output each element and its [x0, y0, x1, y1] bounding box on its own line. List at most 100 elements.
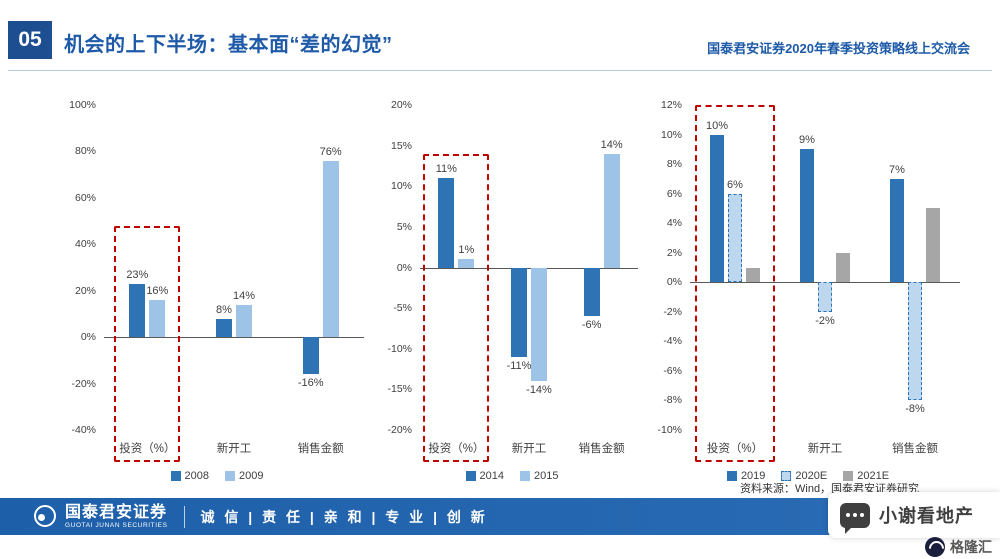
legend-item-2020E: 2020E	[781, 470, 827, 482]
legend-label: 2009	[239, 470, 264, 482]
legend-item-2008: 2008	[170, 470, 209, 482]
highlight-rect	[114, 225, 181, 462]
y-axis-tick-label: 10%	[660, 128, 682, 141]
bar-2019-销售金额	[890, 178, 904, 283]
category-label: 销售金额	[892, 443, 938, 455]
category-label: 新开工	[511, 443, 547, 455]
y-axis-tick-label: -10%	[387, 342, 412, 355]
y-axis-tick-label: 0%	[80, 331, 96, 344]
legend-swatch	[726, 471, 737, 481]
chart-2019-2020e-2021e: 12% 10% 8% 6% 4% 2% 0% -2% -4% -6% -8% -10% 10% 6% 投资（…	[648, 95, 968, 495]
bar-2015-新开工	[531, 267, 547, 382]
category-label: 销售金额	[297, 443, 344, 455]
y-axis-tick-label: 0%	[666, 276, 682, 289]
data-label: -14%	[526, 384, 552, 397]
y-axis-tick-label: 60%	[74, 191, 96, 204]
bar-2014-销售金额	[583, 267, 600, 317]
wechat-watermark: 小谢看地产	[828, 492, 1000, 538]
category-label: 销售金额	[578, 443, 625, 455]
bar-2008-新开工	[216, 318, 232, 338]
footer-slogan: 诚 信 | 责 任 | 亲 和 | 专 业 | 创 新	[200, 508, 488, 525]
y-axis-tick-label: 12%	[660, 99, 682, 111]
gelonghui-logo-icon	[925, 537, 945, 557]
x-axis-line	[104, 337, 364, 339]
y-axis-tick-label: 20%	[390, 99, 412, 111]
data-label: 23%	[126, 268, 149, 281]
bar-2021E-投资（%）	[746, 267, 760, 283]
bar-2014-新开工	[511, 267, 527, 357]
y-axis-tick-label: -5%	[393, 302, 412, 315]
legend-item-2015: 2015	[520, 470, 558, 482]
data-label: 9%	[799, 134, 815, 147]
data-label: 1%	[458, 244, 475, 257]
company-logo-icon	[34, 505, 56, 528]
y-axis-tick-label: -4%	[663, 335, 682, 348]
footer-logo-text: 国泰君安证券 GUOTAI JUNAN SECURITIES	[65, 504, 168, 529]
legend-swatch	[781, 471, 792, 481]
data-label: -6%	[581, 319, 602, 332]
data-label: 76%	[319, 145, 342, 158]
chart-2014-2015: 20% 15% 10% 5% 0% -5% -10% -15% -20% 11% 1% 投资（%） -1…	[378, 95, 646, 495]
data-label: 6%	[727, 178, 743, 191]
gelonghui-watermark: 格隆汇	[925, 537, 992, 557]
legend-swatch	[465, 471, 476, 481]
legend-item-2014: 2014	[465, 470, 504, 482]
bar-2014-投资（%）	[438, 178, 455, 268]
bar-2020E-销售金额	[908, 282, 922, 401]
y-axis-tick-label: -8%	[663, 394, 682, 407]
bar-2020E-新开工	[818, 282, 832, 312]
data-label: 16%	[146, 285, 169, 297]
category-label: 投资（%）	[706, 443, 764, 455]
legend-swatch	[170, 471, 181, 481]
bar-2009-投资（%）	[149, 300, 166, 338]
wechat-watermark-text: 小谢看地产	[879, 506, 974, 526]
category-label: 新开工	[807, 443, 843, 455]
legend-label: 2008	[184, 470, 209, 482]
data-label: 7%	[889, 163, 905, 176]
legend-swatch	[843, 471, 854, 481]
y-axis-tick-label: 6%	[666, 187, 682, 200]
legend-label: 2014	[479, 470, 504, 482]
legend-label: 2015	[534, 470, 559, 482]
y-axis-tick-label: 8%	[666, 158, 682, 171]
data-label: 11%	[435, 163, 457, 176]
bar-2009-新开工	[236, 304, 252, 338]
slide-title: 机会的上下半场：基本面“差的幻觉”	[64, 34, 393, 56]
legend-item-2009: 2009	[225, 470, 263, 482]
y-axis-tick-label: -6%	[663, 364, 682, 377]
data-label: -8%	[905, 403, 925, 416]
legend-label: 2020E	[795, 470, 828, 482]
guotai-junan-logo: 国泰君安证券 GUOTAI JUNAN SECURITIES	[34, 504, 168, 529]
legend-swatch	[520, 471, 530, 481]
y-axis-tick-label: -20%	[71, 377, 96, 390]
y-axis-tick-label: -40%	[71, 424, 96, 436]
highlight-rect	[423, 153, 490, 462]
category-label: 投资（%）	[428, 443, 485, 455]
y-axis-tick-label: 0%	[396, 261, 412, 274]
chart-legend: 2014 2015	[378, 470, 646, 482]
y-axis-tick-label: -15%	[387, 383, 412, 396]
chart-2008-2009: 100% 80% 60% 40% 20% 0% -20% -40% 23% 16% 投资（%） 8% 1…	[62, 95, 372, 495]
bar-2009-销售金额	[322, 160, 339, 338]
y-axis-tick-label: 100%	[69, 99, 96, 111]
y-axis-tick-label: -20%	[387, 424, 412, 436]
data-label: 10%	[705, 119, 729, 132]
bar-2019-投资（%）	[710, 134, 724, 283]
bar-2015-投资（%）	[458, 259, 475, 268]
bar-2015-销售金额	[603, 153, 620, 268]
y-axis-tick-label: 4%	[666, 217, 682, 230]
legend-label: 2021E	[857, 470, 890, 482]
header-divider	[8, 70, 992, 71]
data-label: 14%	[600, 138, 623, 151]
category-label: 新开工	[216, 443, 252, 455]
data-label: -11%	[506, 359, 532, 372]
y-axis-tick-label: 2%	[666, 246, 682, 259]
data-label: -2%	[815, 314, 835, 327]
gelonghui-watermark-text: 格隆汇	[950, 539, 992, 555]
data-label: 14%	[232, 289, 256, 302]
y-axis-tick-label: -2%	[663, 305, 682, 318]
chart-legend: 2019 2020E 2021E	[648, 470, 968, 482]
chart-legend: 2008 2009	[62, 470, 372, 482]
legend-label: 2019	[740, 470, 766, 482]
